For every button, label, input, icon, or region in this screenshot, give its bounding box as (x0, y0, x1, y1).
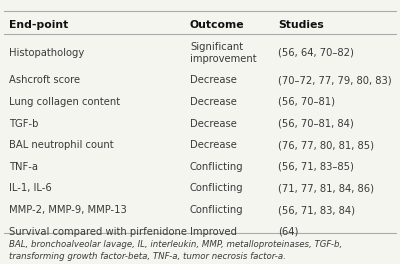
Text: BAL neutrophil count: BAL neutrophil count (9, 140, 114, 150)
Text: transforming growth factor-beta, TNF-a, tumor necrosis factor-a.: transforming growth factor-beta, TNF-a, … (9, 252, 286, 261)
Text: Decrease: Decrease (190, 75, 237, 85)
Text: Survival compared with pirfenidone: Survival compared with pirfenidone (9, 227, 187, 237)
Text: MMP-2, MMP-9, MMP-13: MMP-2, MMP-9, MMP-13 (9, 205, 126, 215)
Text: IL-1, IL-6: IL-1, IL-6 (9, 183, 52, 194)
Text: Conflicting: Conflicting (190, 205, 244, 215)
Text: TNF-a: TNF-a (9, 162, 38, 172)
Text: Outcome: Outcome (190, 20, 245, 30)
Text: Conflicting: Conflicting (190, 162, 244, 172)
Text: (56, 71, 83–85): (56, 71, 83–85) (278, 162, 354, 172)
Text: Decrease: Decrease (190, 119, 237, 129)
Text: Ashcroft score: Ashcroft score (9, 75, 80, 85)
Text: Histopathology: Histopathology (9, 48, 84, 58)
Text: Lung collagen content: Lung collagen content (9, 97, 120, 107)
Text: (70–72, 77, 79, 80, 83): (70–72, 77, 79, 80, 83) (278, 75, 392, 85)
Text: Decrease: Decrease (190, 97, 237, 107)
Text: Improved: Improved (190, 227, 237, 237)
Text: Decrease: Decrease (190, 140, 237, 150)
Text: (56, 64, 70–82): (56, 64, 70–82) (278, 48, 354, 58)
Text: End-point: End-point (9, 20, 68, 30)
Text: BAL, bronchoalveolar lavage, IL, interleukin, MMP, metalloproteinases, TGF-b,: BAL, bronchoalveolar lavage, IL, interle… (9, 241, 342, 249)
Text: (64): (64) (278, 227, 298, 237)
Text: (56, 71, 83, 84): (56, 71, 83, 84) (278, 205, 355, 215)
Text: (76, 77, 80, 81, 85): (76, 77, 80, 81, 85) (278, 140, 374, 150)
Text: Significant
improvement: Significant improvement (190, 42, 257, 64)
Text: TGF-b: TGF-b (9, 119, 38, 129)
Text: Studies: Studies (278, 20, 324, 30)
Text: (56, 70–81, 84): (56, 70–81, 84) (278, 119, 354, 129)
Text: (71, 77, 81, 84, 86): (71, 77, 81, 84, 86) (278, 183, 374, 194)
Text: Conflicting: Conflicting (190, 183, 244, 194)
Text: (56, 70–81): (56, 70–81) (278, 97, 335, 107)
